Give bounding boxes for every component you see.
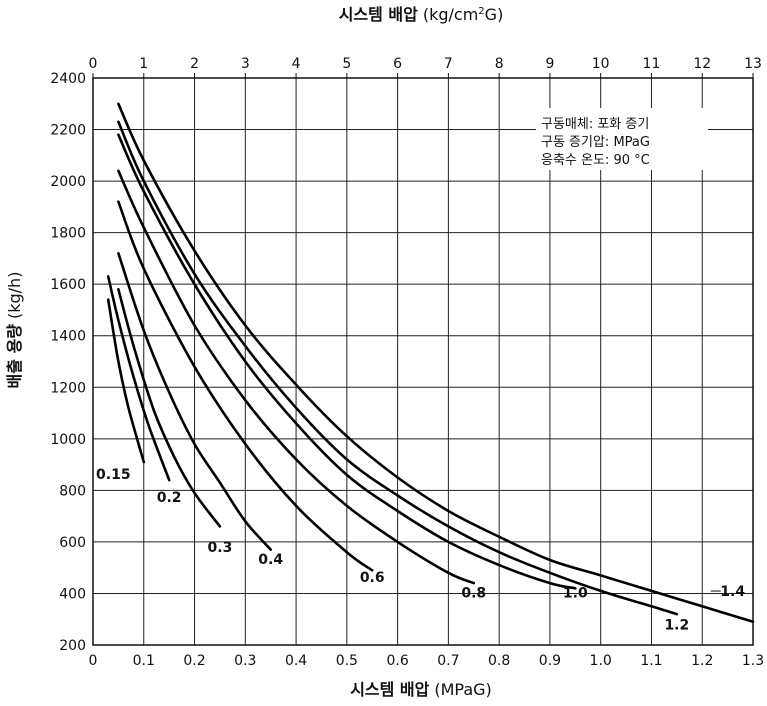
top-tick-label-2: 2 xyxy=(190,56,199,72)
x-tick-label-0: 0 xyxy=(89,653,98,669)
x-tick-label-5: 0.5 xyxy=(336,653,358,669)
top-axis-title-unit-sup: 2 xyxy=(478,6,484,17)
curve-label-1.2: 1.2 xyxy=(664,618,689,634)
top-tick-label-3: 3 xyxy=(241,56,250,72)
curve-label-0.2: 0.2 xyxy=(157,490,182,506)
curve-0.8 xyxy=(117,169,476,585)
y-tick-label-7: 1600 xyxy=(50,277,86,293)
top-tick-label-9: 9 xyxy=(545,56,554,72)
x-axis-title-main: 시스템 배압 xyxy=(350,680,429,699)
x-tick-label-4: 0.4 xyxy=(285,653,307,669)
top-tick-label-1: 1 xyxy=(139,56,148,72)
x-tick-label-9: 0.9 xyxy=(539,653,561,669)
curve-0.15 xyxy=(106,298,146,464)
curve-labels: 0.15 0.2 0.3 0.4 0.6 0.8 1.0 1.2 1.4 xyxy=(96,467,745,634)
y-tick-label-11: 2400 xyxy=(50,71,86,87)
curve-label-0.3: 0.3 xyxy=(208,540,233,556)
top-tick-label-8: 8 xyxy=(495,56,504,72)
y-axis-title-unit: (kg/h) xyxy=(5,272,24,319)
curve-1.4 xyxy=(117,102,755,624)
curve-label-0.6: 0.6 xyxy=(360,570,385,586)
y-axis-title: 배출 용량 (kg/h) xyxy=(5,272,24,389)
top-tick-label-10: 10 xyxy=(592,56,610,72)
y-tick-label-1: 400 xyxy=(59,586,86,602)
top-axis-title-unit-pre: (kg/cm xyxy=(423,5,478,24)
top-tick-label-4: 4 xyxy=(292,56,301,72)
y-axis-ticks: 200 400 600 800 1000 1200 1400 1600 1800 2000 2200… xyxy=(50,71,86,654)
y-tick-label-2: 600 xyxy=(59,535,86,551)
plot-frame xyxy=(92,77,754,646)
annotation: 구동매체: 포화 증기 구동 증기압: MPaG 응축수 온도: 90 °C xyxy=(541,117,650,168)
curve-0.3 xyxy=(117,288,222,528)
y-tick-label-9: 2000 xyxy=(50,174,86,190)
y-tick-label-4: 1000 xyxy=(50,432,86,448)
x-tick-label-10: 1.0 xyxy=(590,653,612,669)
curve-0.2 xyxy=(106,275,171,482)
y-tick-label-0: 200 xyxy=(59,638,86,654)
x-tick-label-13: 1.3 xyxy=(742,653,764,669)
x-axis-ticks: 0 0.1 0.2 0.3 0.4 0.5 0.6 0.7 0.8 0.9 1.0 1.1 1.2 1.3 xyxy=(89,653,765,669)
y-axis-title-main: 배출 용량 xyxy=(5,324,24,389)
top-axis-ticks: 0 1 2 3 4 5 6 7 8 9 10 11 12 13 xyxy=(89,56,762,78)
top-axis-title-unit-post: G) xyxy=(485,5,504,24)
x-tick-label-3: 0.3 xyxy=(234,653,256,669)
x-axis-title: 시스템 배압 (MPaG) xyxy=(350,680,492,699)
curve-label-0.15: 0.15 xyxy=(96,467,131,483)
y-tick-label-3: 800 xyxy=(59,483,86,499)
top-tick-label-0: 0 xyxy=(89,56,98,72)
curve-label-0.8: 0.8 xyxy=(461,585,486,601)
y-tick-label-5: 1200 xyxy=(50,380,86,396)
top-tick-label-7: 7 xyxy=(444,56,453,72)
curve-0.6 xyxy=(117,200,374,572)
annotation-line-3: 응축수 온도: 90 °C xyxy=(541,153,650,168)
top-tick-label-6: 6 xyxy=(393,56,402,72)
curve-0.4 xyxy=(117,252,272,551)
y-tick-label-8: 1800 xyxy=(50,226,86,242)
annotation-line-1: 구동매체: 포화 증기 xyxy=(541,117,649,132)
top-tick-label-13: 13 xyxy=(744,56,762,72)
x-axis-title-unit: (MPaG) xyxy=(434,680,491,699)
top-tick-label-11: 11 xyxy=(643,56,661,72)
x-tick-label-7: 0.7 xyxy=(437,653,459,669)
top-axis-title-main: 시스템 배압 xyxy=(339,5,418,24)
top-axis-title: 시스템 배압 (kg/cm2G) xyxy=(339,5,504,24)
x-tick-label-6: 0.6 xyxy=(386,653,408,669)
top-tick-label-12: 12 xyxy=(693,56,711,72)
curve-1.2 xyxy=(117,120,679,616)
x-tick-label-12: 1.2 xyxy=(691,653,713,669)
curve-label-1.4: 1.4 xyxy=(720,584,745,600)
y-tick-label-6: 1400 xyxy=(50,329,86,345)
curve-label-0.4: 0.4 xyxy=(258,552,283,568)
x-tick-label-2: 0.2 xyxy=(183,653,205,669)
annotation-background xyxy=(536,108,708,170)
curve-label-1.0: 1.0 xyxy=(563,585,588,601)
curve-1.0 xyxy=(117,133,577,590)
x-tick-label-8: 0.8 xyxy=(488,653,510,669)
y-tick-label-10: 2200 xyxy=(50,123,86,139)
annotation-line-2: 구동 증기압: MPaG xyxy=(541,135,650,150)
curves xyxy=(106,102,755,624)
x-tick-label-11: 1.1 xyxy=(640,653,662,669)
x-tick-label-1: 0.1 xyxy=(133,653,155,669)
top-tick-label-5: 5 xyxy=(342,56,351,72)
